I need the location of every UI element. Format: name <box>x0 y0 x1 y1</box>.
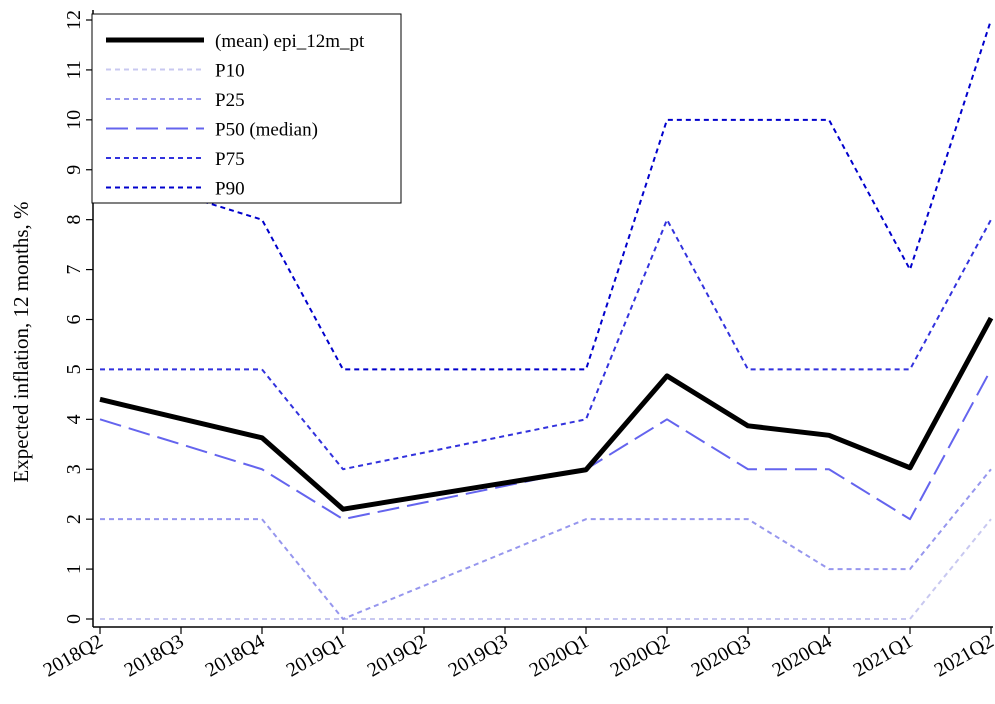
x-tick-label: 2020Q4 <box>769 630 836 681</box>
y-tick-label: 11 <box>63 60 85 79</box>
x-tick-label: 2018Q4 <box>202 630 269 681</box>
y-tick-label: 6 <box>63 315 85 325</box>
y-tick-label: 4 <box>63 414 85 424</box>
legend-label: P25 <box>215 90 245 111</box>
x-tick-label: 2021Q1 <box>850 630 917 681</box>
x-tick-label: 2019Q3 <box>445 630 512 681</box>
x-tick-label: 2019Q2 <box>364 630 431 681</box>
legend-box <box>91 13 402 204</box>
series-line-1 <box>100 518 992 620</box>
legend-label: (mean) epi_12m_pt <box>215 31 365 52</box>
y-tick-label: 12 <box>63 10 85 30</box>
legend-label: P10 <box>215 61 245 82</box>
series-line-0 <box>99 316 994 512</box>
x-tick-label: 2021Q2 <box>931 630 995 681</box>
legend: (mean) epi_12m_pt P10 P25 P50 (median) P75 P9… <box>91 13 402 204</box>
y-tick-label: 7 <box>63 265 85 275</box>
legend-items: (mean) epi_12m_pt P10 P25 P50 (median) P75 P9… <box>106 31 365 200</box>
x-tick-label: 2020Q2 <box>607 630 674 681</box>
y-tick-label: 0 <box>63 614 85 624</box>
legend-label: P75 <box>215 149 245 170</box>
legend-label: P50 (median) <box>215 120 318 141</box>
x-tick-label: 2018Q3 <box>121 630 188 681</box>
x-tick-label: 2018Q2 <box>40 630 107 681</box>
y-tick-label: 10 <box>63 110 85 130</box>
y-tick-label: 1 <box>63 564 85 574</box>
y-tick-label: 3 <box>63 464 85 474</box>
y-tick-label: 8 <box>63 215 85 225</box>
y-tick-label: 2 <box>63 514 85 524</box>
series-layer <box>99 19 994 620</box>
series-line-2 <box>100 468 992 620</box>
y-axis-title: Expected inflation, 12 months, % <box>9 201 33 482</box>
x-tick-label: 2020Q1 <box>526 630 593 681</box>
y-tick-label: 9 <box>63 165 85 175</box>
legend-label: P90 <box>215 179 245 200</box>
series-line-5 <box>99 19 992 371</box>
x-ticks: 2018Q2 2018Q3 2018Q4 2019Q1 2019Q2 2019Q3 2020… <box>40 627 995 682</box>
x-tick-label: 2020Q3 <box>688 630 755 681</box>
y-tick-label: 5 <box>63 364 85 374</box>
x-tick-label: 2019Q1 <box>283 630 350 681</box>
series-line-3 <box>99 368 992 521</box>
